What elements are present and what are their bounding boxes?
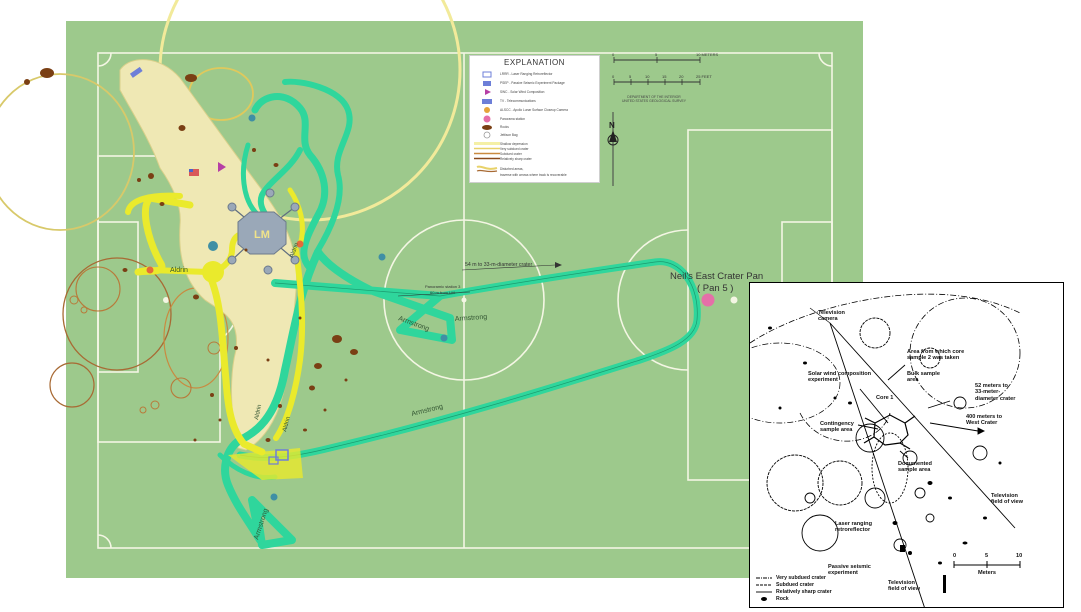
flag-icon (189, 169, 199, 176)
inset-label-core-1: Core 1 (876, 395, 894, 401)
inset-label-tv-camera: Television camera (818, 310, 845, 323)
pan-station-note-2: 60 m from LM (430, 290, 455, 295)
inset-label-solar-wind: Solar wind composition experiment (808, 371, 872, 384)
closeup-camera-icon (474, 106, 500, 114)
north-label: N (609, 121, 615, 130)
legend-item: Panorama station (474, 115, 598, 123)
map-legend: EXPLANATION LRRR - Laser Ranging Retrore… (469, 55, 600, 183)
inset-label-west-crater: 400 meters to West Crater (966, 414, 1003, 427)
aldrin-label-upper: Aldrin (289, 242, 300, 258)
solar-wind-flag-icon (474, 88, 500, 96)
panorama-station-icon (474, 115, 500, 123)
inset-label-bulk-sample: Bulk sample area (907, 371, 940, 384)
legend-item: Rocks (474, 123, 598, 131)
legend-item: Relatively sharp crater (474, 156, 532, 161)
laser-retroreflector-icon (474, 70, 500, 78)
legend-item: Jettison Bag (474, 131, 598, 139)
seismic-icon (275, 449, 289, 461)
legend-item: ALSCC - Apollo Lunar Surface Closeup Cam… (474, 106, 598, 114)
pan-station-icon (701, 293, 715, 307)
legend-title: EXPLANATION (504, 58, 565, 67)
inset-drawing (750, 293, 1021, 607)
aldrin-label-south: Aldrin (254, 404, 263, 420)
legend-item: Very subdued crater (474, 146, 529, 151)
inset-label-contingency: Contingency sample area (820, 421, 854, 434)
inset-label-crater-52: 52 meters to 33-meter-diameter crater (975, 383, 1016, 402)
lm-label: LM (254, 229, 270, 241)
lunar-module: LM (227, 188, 300, 275)
crater-distance-note: 54 m to 33-m-diameter crater (465, 262, 532, 268)
pan-station-label: Neil's East Crater Pan (670, 271, 764, 282)
department-credit: DEPARTMENT OF THE INTERIOR UNITED STATES… (621, 95, 687, 104)
legend-item: PSEP - Passive Seismic Experiment Packag… (474, 79, 598, 87)
rock-icon (474, 123, 500, 131)
solar-wind-icon (218, 162, 226, 172)
legend-item: Disturbed areas, (474, 165, 598, 173)
equipment-markers (129, 66, 715, 501)
inset-label-documented: Documented sample area (898, 461, 932, 474)
jettison-bag-icon (208, 241, 218, 251)
inset-label-laser: Laser ranging retroreflector (835, 521, 872, 534)
legend-item: Subdued crater (474, 151, 522, 156)
inset-legend-sharp: Relatively sharp crater (776, 589, 832, 595)
inset-label-core-area: Area from which core sample 2 was taken (907, 349, 965, 362)
crater-types-icon (474, 140, 500, 148)
north-arrow: N (607, 112, 619, 186)
legend-item: Shallow depression (474, 141, 598, 146)
aldrin-label-west: Aldrin (170, 267, 188, 274)
inset-label-tv-fov-right: Television field of view (991, 493, 1024, 506)
inset-label-tv-fov-bottom: Television field of view (888, 580, 921, 593)
legend-item: LRRR - Laser Ranging Retroreflector (474, 70, 598, 78)
retroreflector-icon (268, 456, 279, 465)
legend-item: TV - Telecommunications (474, 97, 598, 105)
map-scale: 0 5 10 METERS 0 5 10 15 20 25 FEET (612, 52, 719, 85)
aldrin-label-lower: Aldrin (282, 416, 292, 432)
tv-camera-icon (129, 66, 143, 78)
inset-scale-unit: Meters (978, 570, 997, 576)
jettison-bag-icon (474, 131, 500, 139)
inset-legend-subdued: Subdued crater (776, 582, 815, 588)
inset-label-seismic: Passive seismic experiment (828, 564, 871, 577)
inset-legend-rock: Rock (776, 596, 789, 602)
disturbed-area-icon (474, 165, 500, 173)
legend-item: traverse with arrows where track is reco… (500, 173, 567, 177)
armstrong-label-east: Armstrong (455, 314, 488, 323)
inset-diagram: Television camera Area from which core sam… (749, 282, 1064, 608)
pan-station-note-1: Panoramic station 3 (425, 284, 461, 289)
pan-station-sublabel: ( Pan 5 ) (697, 283, 734, 294)
tv-camera-icon (474, 97, 500, 105)
seismic-package-icon (474, 79, 500, 87)
legend-item: SWC - Solar Wind Composition (474, 88, 598, 96)
rocks (24, 68, 358, 442)
inset-legend-very-subdued: Very subdued crater (776, 575, 826, 581)
